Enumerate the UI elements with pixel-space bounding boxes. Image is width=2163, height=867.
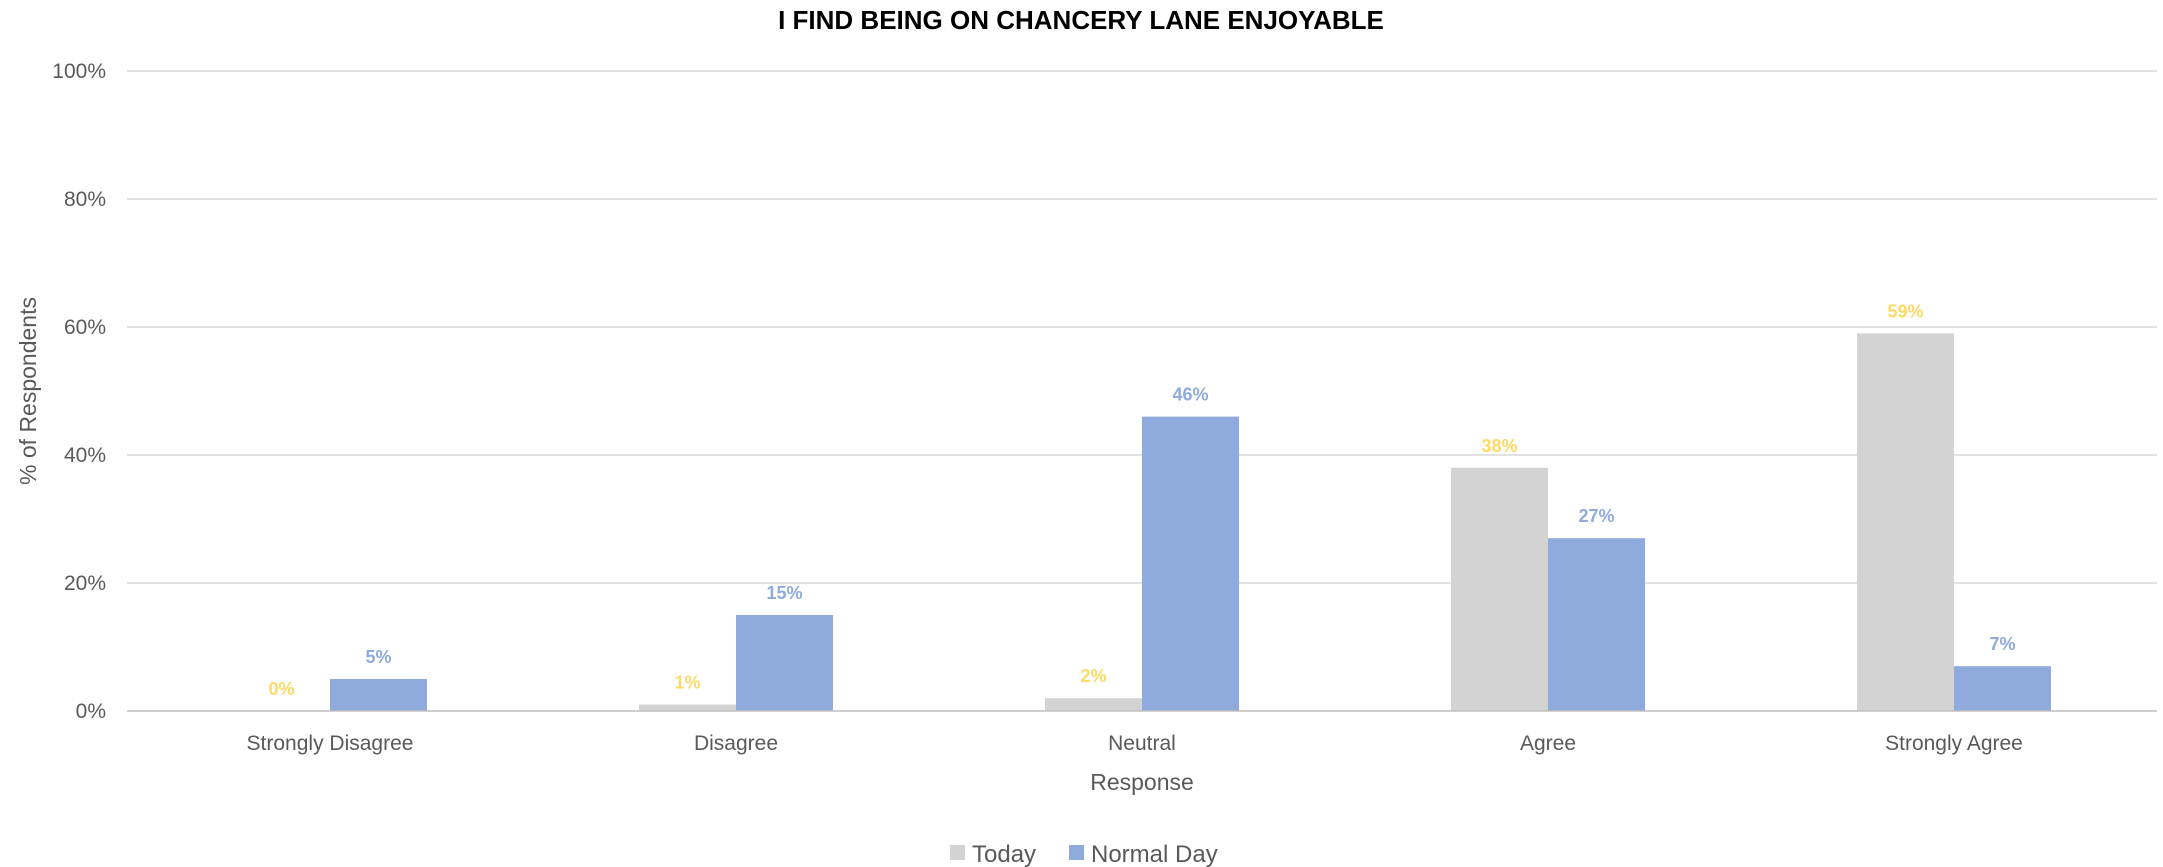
bar-today	[1451, 467, 1548, 711]
x-axis-ticks: Strongly Disagree Disagree Neutral Agree Str…	[247, 732, 2023, 755]
x-tick-label: Strongly Agree	[1885, 732, 2023, 755]
legend-swatch-normal-day	[1069, 845, 1084, 860]
bar-normal-day	[330, 679, 427, 711]
bar-today	[639, 704, 736, 711]
x-axis-title: Response	[1090, 769, 1194, 795]
x-tick-label: Disagree	[694, 732, 778, 755]
data-label: 1%	[674, 673, 700, 693]
bar-today	[1045, 698, 1142, 711]
bar-normal-day	[1954, 666, 2051, 711]
bar-normal-day	[1548, 538, 1645, 711]
y-axis-ticks: 0% 20% 40% 60% 80% 100%	[52, 60, 106, 723]
legend-label-normal-day: Normal Day	[1091, 841, 1218, 867]
legend: Today Normal Day	[950, 841, 1218, 867]
data-label: 15%	[766, 583, 802, 603]
y-tick-label: 40%	[64, 444, 106, 467]
x-tick-label: Neutral	[1108, 732, 1176, 755]
data-label: 2%	[1080, 666, 1106, 686]
data-label: 46%	[1172, 385, 1208, 405]
legend-swatch-today	[950, 845, 965, 860]
data-label: 7%	[1989, 634, 2015, 654]
data-label: 59%	[1887, 301, 1923, 321]
y-tick-label: 60%	[64, 316, 106, 339]
data-label: 0%	[268, 679, 294, 699]
bar-normal-day	[736, 615, 833, 711]
y-tick-label: 20%	[64, 572, 106, 595]
x-tick-label: Agree	[1520, 732, 1576, 755]
y-axis-title: % of Respondents	[15, 297, 41, 485]
y-tick-label: 80%	[64, 188, 106, 211]
y-tick-label: 100%	[52, 60, 106, 83]
gridlines	[127, 70, 2157, 584]
data-label: 5%	[365, 647, 391, 667]
legend-label-today: Today	[972, 841, 1036, 867]
y-tick-label: 0%	[76, 700, 106, 723]
x-tick-label: Strongly Disagree	[247, 732, 414, 755]
data-labels: 0% 5% 1% 15% 2% 46% 38% 27% 59% 7%	[268, 301, 2015, 699]
bar-normal-day	[1142, 416, 1239, 711]
chart-title: I FIND BEING ON CHANCERY LANE ENJOYABLE	[778, 5, 1384, 35]
bars	[330, 333, 2051, 711]
data-label: 27%	[1578, 506, 1614, 526]
data-label: 38%	[1481, 436, 1517, 456]
bar-today	[1857, 333, 1954, 711]
